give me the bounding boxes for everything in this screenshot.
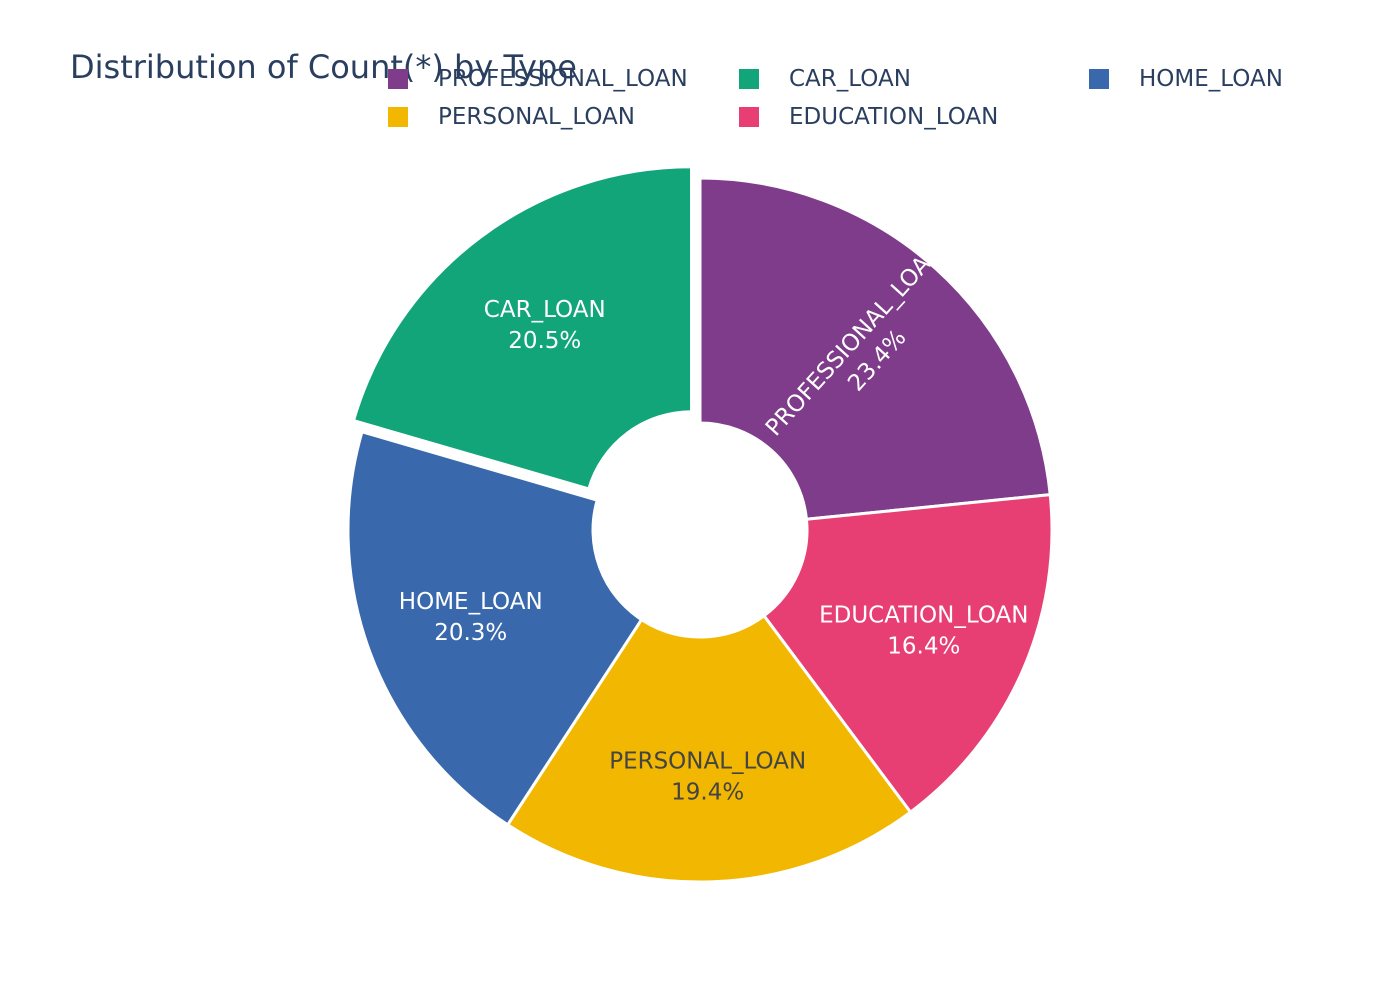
slice-percent-label: 19.4% <box>671 779 744 805</box>
slice-label: CAR_LOAN 20.5% <box>484 297 606 354</box>
legend-item-personal-loan[interactable]: PERSONAL_LOAN <box>388 102 635 132</box>
slice-percent-label: 20.5% <box>508 328 581 354</box>
legend-swatch <box>388 69 408 89</box>
chart-title: Distribution of Count(*) by Type <box>70 48 577 86</box>
pie-slice-professional-loan[interactable] <box>698 176 1052 521</box>
slice-percent-label: 16.4% <box>887 634 960 660</box>
legend: PROFESSIONAL_LOAN CAR_LOAN HOME_LOAN PER… <box>388 64 1388 144</box>
legend-label: CAR_LOAN <box>789 66 911 92</box>
slice-percent-label: 20.3% <box>434 620 507 646</box>
legend-label: EDUCATION_LOAN <box>789 104 999 130</box>
slice-category-label: PERSONAL_LOAN <box>609 748 806 774</box>
legend-item-car-loan[interactable]: CAR_LOAN <box>739 64 911 94</box>
slice-label: HOME_LOAN 20.3% <box>399 589 543 646</box>
legend-item-home-loan[interactable]: HOME_LOAN <box>1089 64 1283 94</box>
pie-slice-home-loan[interactable] <box>346 429 644 827</box>
legend-label: HOME_LOAN <box>1139 66 1283 92</box>
slice-label: PERSONAL_LOAN 19.4% <box>609 748 806 805</box>
slice-category-label: CAR_LOAN <box>484 297 606 323</box>
legend-swatch <box>1089 69 1109 89</box>
pie-slice-education-loan[interactable] <box>761 493 1054 815</box>
pie-slice-car-loan[interactable] <box>351 165 694 491</box>
legend-swatch <box>739 69 759 89</box>
pie-slice-personal-loan[interactable] <box>505 613 913 884</box>
slice-category-label: EDUCATION_LOAN <box>819 603 1028 629</box>
legend-swatch <box>739 107 759 127</box>
legend-item-professional-loan[interactable]: PROFESSIONAL_LOAN <box>388 64 688 94</box>
slice-label: EDUCATION_LOAN 16.4% <box>819 603 1028 660</box>
slice-category-label: HOME_LOAN <box>399 589 543 615</box>
legend-item-education-loan[interactable]: EDUCATION_LOAN <box>739 102 998 132</box>
legend-swatch <box>388 107 408 127</box>
legend-label: PERSONAL_LOAN <box>438 104 635 130</box>
legend-label: PROFESSIONAL_LOAN <box>438 66 688 92</box>
